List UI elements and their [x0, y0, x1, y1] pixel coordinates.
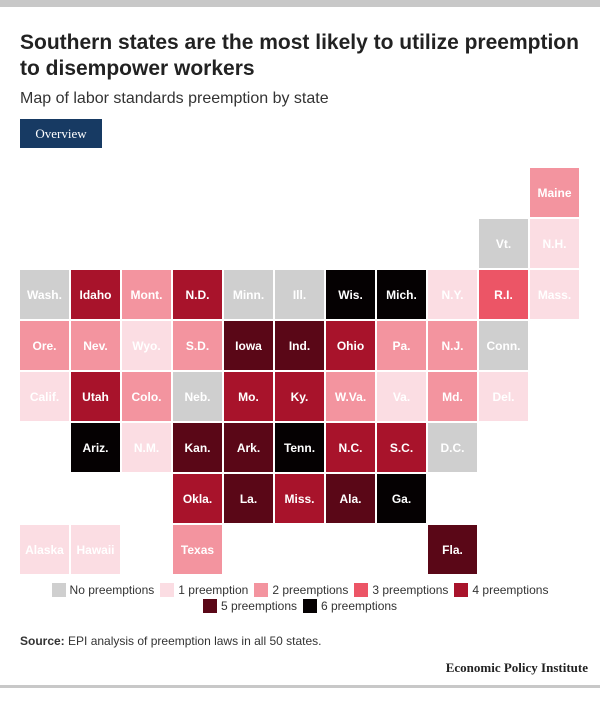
source-note: Source: EPI analysis of preemption laws … [20, 634, 321, 648]
state-tile[interactable]: Md. [428, 372, 477, 421]
state-tile[interactable]: Ore. [20, 321, 69, 370]
top-divider [0, 0, 600, 7]
chart-subtitle: Map of labor standards preemption by sta… [20, 90, 329, 107]
state-tile[interactable]: N.C. [326, 423, 375, 472]
legend-label: No preemptions [69, 583, 155, 597]
legend-swatch [51, 583, 66, 597]
legend-swatch [454, 583, 469, 597]
state-tile[interactable]: Tenn. [275, 423, 324, 472]
state-tile[interactable]: Wis. [326, 270, 375, 319]
state-tile[interactable]: Vt. [479, 219, 528, 268]
legend-label: 4 preemptions [472, 583, 549, 597]
state-tile[interactable]: N.M. [122, 423, 171, 472]
state-tile[interactable]: Del. [479, 372, 528, 421]
legend-item: 2 preemptions [254, 582, 348, 598]
state-tile[interactable]: Iowa [224, 321, 273, 370]
source-label: Source: [20, 634, 65, 648]
tab-overview[interactable]: Overview [20, 119, 102, 148]
legend-swatch [303, 599, 317, 613]
state-tile[interactable]: Idaho [71, 270, 120, 319]
legend-item: 3 preemptions [354, 582, 448, 598]
legend-swatch [254, 583, 269, 597]
state-tile[interactable]: Neb. [173, 372, 222, 421]
bottom-divider [0, 685, 600, 688]
state-tile[interactable]: Wash. [20, 270, 69, 319]
legend-swatch [354, 583, 369, 597]
state-tile[interactable]: Ind. [275, 321, 324, 370]
legend-item: 6 preemptions [303, 598, 397, 614]
state-tile[interactable]: N.Y. [428, 270, 477, 319]
state-tile[interactable]: Miss. [275, 474, 324, 523]
state-tile[interactable]: Ala. [326, 474, 375, 523]
legend-label: 5 preemptions [220, 599, 297, 613]
state-tile[interactable]: Mo. [224, 372, 273, 421]
brand-logo: Economic Policy Institute [445, 660, 588, 675]
legend-label: 6 preemptions [321, 599, 398, 613]
state-tile[interactable]: Kan. [173, 423, 222, 472]
chart-title: Southern states are the most likely to u… [20, 31, 579, 80]
state-tile[interactable]: R.I. [479, 270, 528, 319]
state-tile[interactable]: Ky. [275, 372, 324, 421]
state-tile[interactable]: Nev. [71, 321, 120, 370]
legend-swatch [202, 599, 217, 613]
state-tile[interactable]: S.C. [377, 423, 426, 472]
state-tile[interactable]: Ill. [275, 270, 324, 319]
state-tile[interactable]: Okla. [173, 474, 222, 523]
state-tile[interactable]: N.D. [173, 270, 222, 319]
state-tile[interactable]: Pa. [377, 321, 426, 370]
source-text: EPI analysis of preemption laws in all 5… [64, 634, 322, 648]
state-tile[interactable]: Alaska [20, 525, 69, 574]
legend-item: 4 preemptions [454, 582, 548, 598]
state-tile[interactable]: Conn. [479, 321, 528, 370]
state-tile[interactable]: Mass. [530, 270, 579, 319]
state-tile[interactable]: Utah [71, 372, 120, 421]
legend-label: 3 preemptions [372, 583, 449, 597]
state-tile[interactable]: Minn. [224, 270, 273, 319]
legend-item: No preemptions [51, 582, 155, 598]
state-tile[interactable]: Wyo. [122, 321, 171, 370]
legend-label: 2 preemptions [272, 583, 349, 597]
state-tile[interactable]: D.C. [428, 423, 477, 472]
state-tile[interactable]: Mich. [377, 270, 426, 319]
legend-label: 1 preemption [178, 583, 249, 597]
state-tile[interactable]: N.H. [530, 219, 579, 268]
state-tile[interactable]: Va. [377, 372, 426, 421]
state-tile[interactable]: N.J. [428, 321, 477, 370]
legend-item: 5 preemptions [202, 598, 297, 614]
state-tile[interactable]: Texas [173, 525, 222, 574]
state-tile[interactable]: Ga. [377, 474, 426, 523]
state-tile[interactable]: Maine [530, 168, 579, 217]
state-tile[interactable]: W.Va. [326, 372, 375, 421]
state-tile[interactable]: Ariz. [71, 423, 120, 472]
state-tile[interactable]: Ohio [326, 321, 375, 370]
state-tile[interactable]: Hawaii [71, 525, 120, 574]
state-tile[interactable]: Mont. [122, 270, 171, 319]
legend: No preemptions 1 preemption 2 preemptions 3… [20, 582, 580, 614]
state-tile[interactable]: Colo. [122, 372, 171, 421]
state-tile[interactable]: La. [224, 474, 273, 523]
state-tile[interactable]: Fla. [428, 525, 477, 574]
legend-item: 1 preemption [160, 582, 248, 598]
state-tile[interactable]: S.D. [173, 321, 222, 370]
state-tile[interactable]: Calif. [20, 372, 69, 421]
legend-swatch [160, 583, 175, 597]
state-tile[interactable]: Ark. [224, 423, 273, 472]
